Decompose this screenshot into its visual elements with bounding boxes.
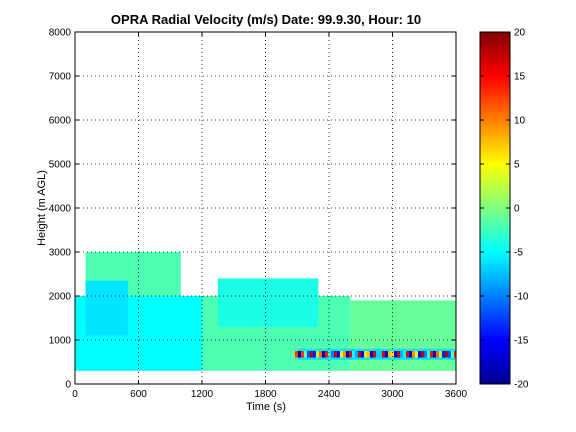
noise-cell xyxy=(315,351,319,358)
y-tick-label: 5000 xyxy=(49,160,72,171)
colorbar-tick-label: -15 xyxy=(514,336,529,347)
noise-cell xyxy=(363,351,367,358)
colorbar-tick-label: 0 xyxy=(514,204,520,215)
y-tick-label: 0 xyxy=(65,380,71,391)
noise-cell xyxy=(312,351,316,358)
colorbar-tick-label: -20 xyxy=(514,380,529,391)
noise-cell xyxy=(366,351,370,358)
noise-cell xyxy=(336,351,340,358)
noise-cell xyxy=(369,351,373,358)
x-tick-label: 1200 xyxy=(191,389,214,400)
colorbar-tick-label: 20 xyxy=(514,28,526,39)
noise-cell xyxy=(408,351,412,358)
x-tick-label: 600 xyxy=(130,389,147,400)
colorbar-tick-label: -5 xyxy=(514,248,523,259)
y-tick-label: 7000 xyxy=(49,72,72,83)
y-tick-label: 1000 xyxy=(49,336,72,347)
noise-cell xyxy=(426,351,430,358)
noise-cell xyxy=(309,351,313,358)
noise-cell xyxy=(393,351,397,358)
chart-title: OPRA Radial Velocity (m/s) Date: 99.9.30… xyxy=(111,12,421,27)
colorbar xyxy=(479,31,511,385)
heatmap-region-2 xyxy=(350,300,456,371)
noise-cell xyxy=(351,351,355,358)
noise-cell xyxy=(297,351,301,358)
noise-cell xyxy=(348,351,352,358)
y-tick-label: 8000 xyxy=(49,28,72,39)
noise-cell xyxy=(321,351,325,358)
y-axis: 0 1000 2000 3000 4000 5000 6000 7000 8000 xyxy=(49,28,456,391)
noise-cell xyxy=(441,351,445,358)
noise-cell xyxy=(396,351,400,358)
noise-cell xyxy=(453,351,456,358)
noise-cell xyxy=(444,351,448,358)
noise-cell xyxy=(384,351,388,358)
y-tick-label: 4000 xyxy=(49,204,72,215)
heatmap-cells xyxy=(75,252,456,371)
x-tick-label: 3600 xyxy=(445,389,468,400)
noise-cell xyxy=(327,351,331,358)
noise-cell xyxy=(450,351,454,358)
noise-cell xyxy=(447,351,451,358)
x-tick-label: 2400 xyxy=(318,389,341,400)
colorbar-axis: 20 15 10 5 0 -5 -10 -15 -20 xyxy=(480,28,529,391)
noise-cell xyxy=(318,351,322,358)
noise-cell xyxy=(435,351,439,358)
noise-cell xyxy=(387,351,391,358)
noise-cell xyxy=(324,351,328,358)
noise-cell xyxy=(411,351,415,358)
y-tick-label: 3000 xyxy=(49,248,72,259)
noise-cell xyxy=(423,351,427,358)
noise-cell xyxy=(405,351,409,358)
x-tick-label: 1800 xyxy=(254,389,277,400)
noise-cell xyxy=(345,351,349,358)
x-axis-label: Time (s) xyxy=(246,401,286,413)
noise-cell xyxy=(420,351,424,358)
colorbar-tick-label: -10 xyxy=(514,292,529,303)
noise-cell xyxy=(291,351,295,358)
y-tick-label: 2000 xyxy=(49,292,72,303)
x-tick-label: 0 xyxy=(72,389,78,400)
noise-cell xyxy=(300,351,304,358)
noise-cell xyxy=(354,351,358,358)
noise-cell xyxy=(333,351,337,358)
noise-cell xyxy=(390,351,394,358)
noise-cell xyxy=(306,351,310,358)
heatmap-region-5 xyxy=(217,278,319,327)
noise-cell xyxy=(438,351,442,358)
x-axis: 0 600 1200 1800 2400 3000 3600 xyxy=(72,32,468,400)
noise-cell xyxy=(402,351,406,358)
noise-cell xyxy=(399,351,403,358)
noise-cell xyxy=(303,351,307,358)
noise-cell xyxy=(375,351,379,358)
noise-cell xyxy=(432,351,436,358)
noise-cell xyxy=(342,351,346,358)
heatmap-region-4 xyxy=(85,280,128,336)
noise-cell xyxy=(378,351,382,358)
y-axis-label: Height (m AGL) xyxy=(36,170,48,246)
colorbar-tick-label: 15 xyxy=(514,72,526,83)
noise-cell xyxy=(372,351,376,358)
noise-cell xyxy=(381,351,385,358)
grid-lines xyxy=(75,32,456,384)
noise-cell xyxy=(414,351,418,358)
colorbar-tick-label: 5 xyxy=(514,160,520,171)
noise-cell xyxy=(429,351,433,358)
noise-cell xyxy=(330,351,334,358)
noise-cell xyxy=(339,351,343,358)
noise-cell xyxy=(357,351,361,358)
noise-cell xyxy=(360,351,364,358)
x-tick-label: 3000 xyxy=(381,389,404,400)
y-tick-label: 6000 xyxy=(49,116,72,127)
noise-cell xyxy=(294,351,298,358)
colorbar-tick-label: 10 xyxy=(514,116,526,127)
noise-cell xyxy=(417,351,421,358)
